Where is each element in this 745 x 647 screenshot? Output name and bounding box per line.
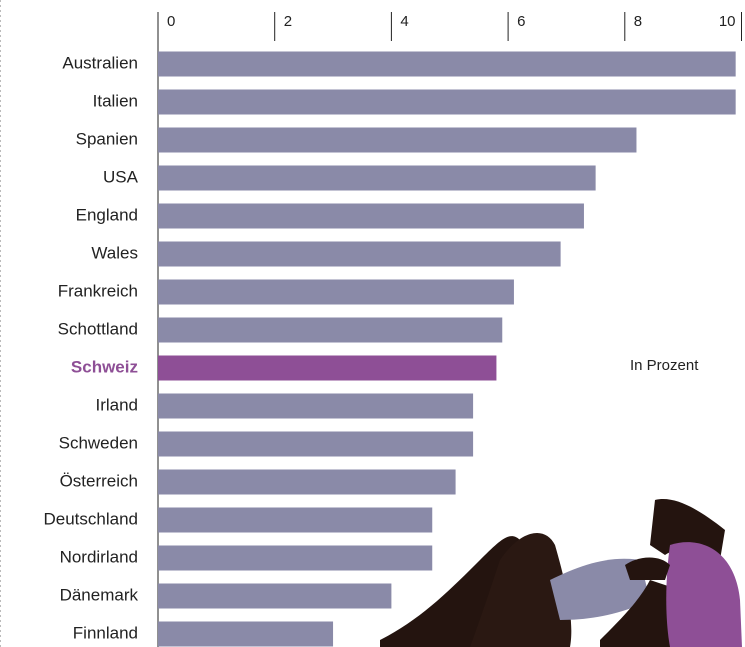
x-tick-label: 8: [634, 13, 642, 30]
y-tick-label: Frankreich: [58, 281, 138, 300]
x-tick-label: 10: [719, 13, 736, 30]
y-tick-label: Irland: [95, 395, 138, 414]
bar: [158, 165, 596, 191]
bar: [158, 583, 392, 609]
bar: [158, 89, 736, 115]
bar: [158, 393, 474, 419]
y-tick-label: Schweden: [59, 433, 138, 452]
bar: [158, 621, 334, 647]
annotation: In Prozent: [630, 357, 699, 374]
y-tick-label: Wales: [91, 243, 138, 262]
bar: [158, 469, 456, 495]
x-tick-label: 4: [400, 13, 408, 30]
bar: [158, 431, 474, 457]
bar: [158, 355, 497, 381]
y-tick-label: Österreich: [60, 471, 138, 490]
y-tick-label: Australien: [62, 53, 138, 72]
x-tick-label: 2: [284, 13, 292, 30]
bar: [158, 241, 561, 267]
y-tick-label: Deutschland: [43, 509, 138, 528]
bar: [158, 279, 514, 305]
bar: [158, 51, 736, 77]
y-tick-label: Dänemark: [60, 585, 139, 604]
bar: [158, 127, 637, 153]
y-tick-label: England: [76, 205, 138, 224]
x-tick-label: 0: [167, 13, 175, 30]
bar: [158, 317, 503, 343]
y-tick-label: Nordirland: [60, 547, 138, 566]
y-tick-label: Italien: [93, 91, 138, 110]
y-tick-label: Finnland: [73, 623, 138, 642]
y-tick-label: Schweiz: [71, 357, 138, 376]
y-tick-label: USA: [103, 167, 139, 186]
y-tick-label: Schottland: [58, 319, 138, 338]
illustration: [380, 499, 742, 647]
bar: [158, 203, 584, 229]
y-tick-label: Spanien: [76, 129, 138, 148]
bar: [158, 545, 433, 571]
x-tick-label: 6: [517, 13, 525, 30]
bar: [158, 507, 433, 533]
